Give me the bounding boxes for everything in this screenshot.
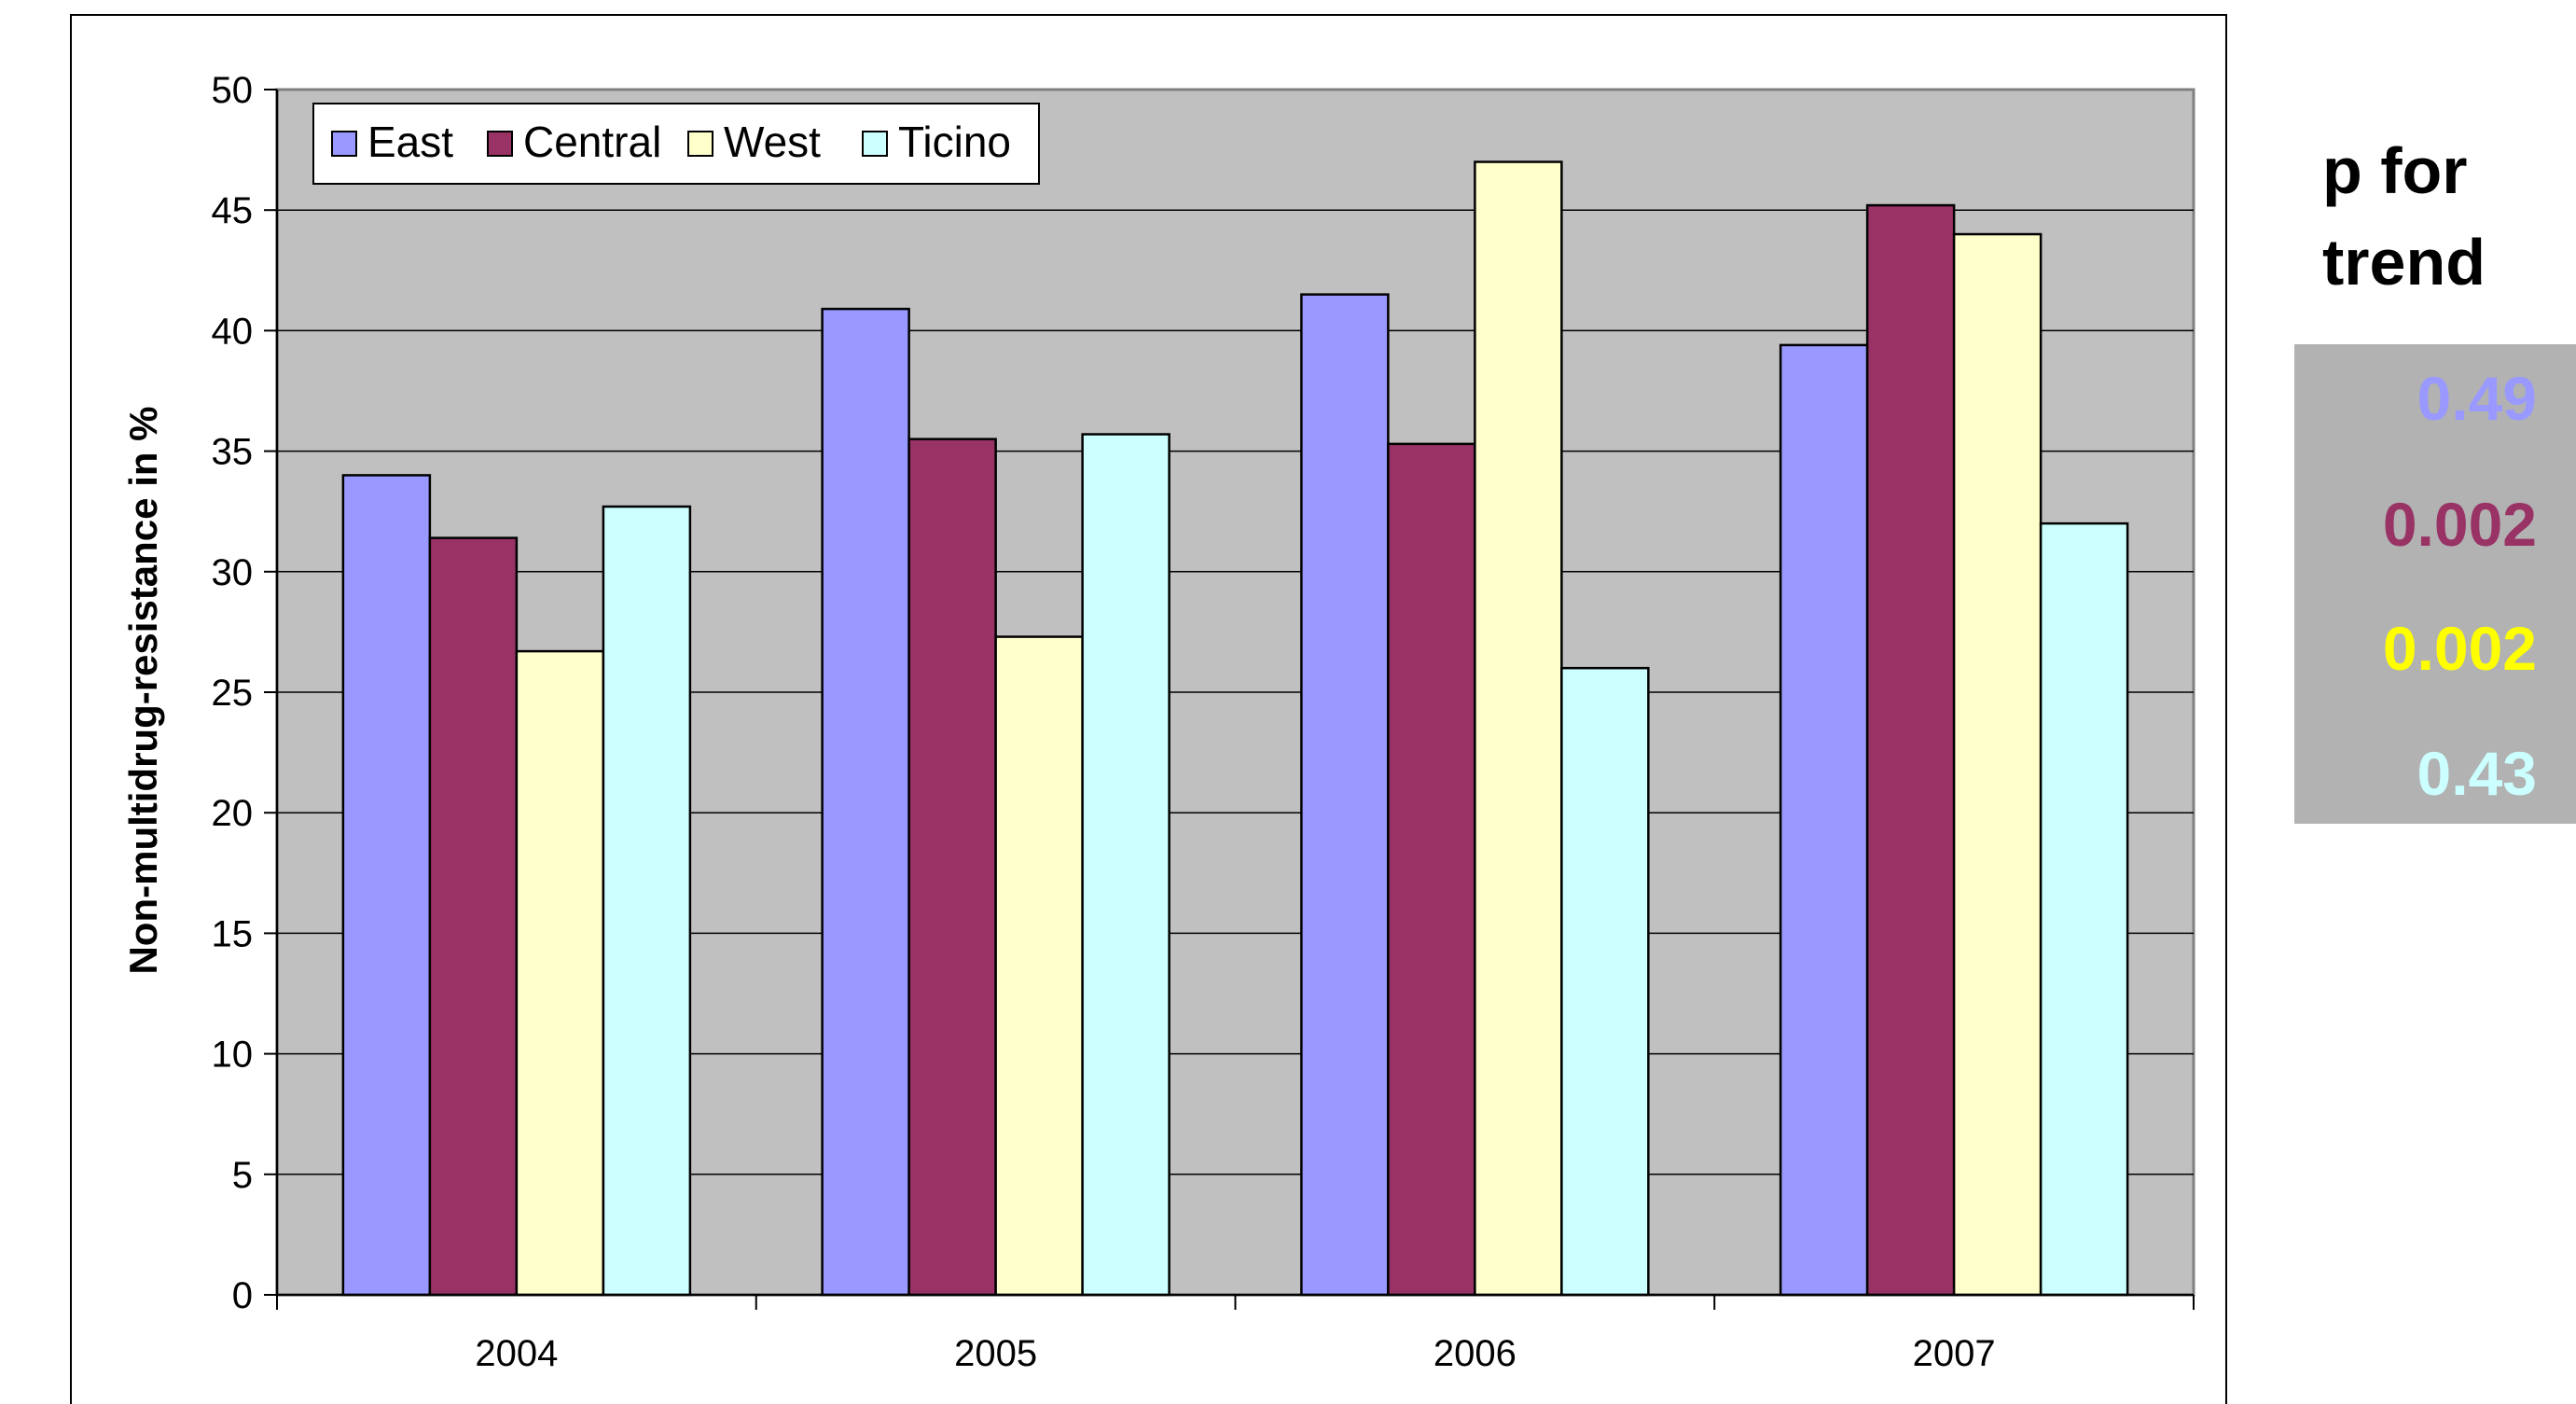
bar-east-2006 — [1300, 293, 1390, 1297]
bar-west-2006 — [1474, 160, 1563, 1297]
bar-west-2005 — [994, 635, 1084, 1297]
x-tick-label: 2007 — [1913, 1333, 1996, 1374]
trend-value-3: 0.002 — [2383, 614, 2537, 683]
x-tick-label: 2005 — [954, 1333, 1037, 1374]
legend-label-west: West — [724, 118, 821, 166]
legend-label-east: East — [367, 118, 453, 166]
axes: 0 5 10 15 20 25 30 35 40 45 50 2004 2005 2006 2007 — [212, 70, 2195, 1374]
legend-box — [312, 103, 1040, 185]
trend-title-line1: p for — [2322, 134, 2468, 207]
bars — [341, 160, 2129, 1297]
trend-panel: p for trend 0.49 0.002 0.002 0.43 — [2294, 134, 2576, 824]
bar-east-2004 — [341, 474, 432, 1297]
bar-ticino-2007 — [2039, 521, 2129, 1297]
bar-west-2007 — [1952, 232, 2043, 1297]
y-tick-label: 5 — [232, 1155, 253, 1196]
legend-swatch-central — [487, 131, 513, 157]
trend-value-4: 0.43 — [2417, 739, 2537, 808]
bar-ticino-2006 — [1560, 666, 1650, 1297]
y-tick-label: 35 — [212, 432, 254, 473]
bar-east-2005 — [821, 307, 910, 1297]
bar-east-2007 — [1779, 343, 1869, 1297]
y-tick-label: 45 — [212, 190, 254, 231]
legend-label-central: Central — [523, 118, 661, 166]
y-axis-label: Non-multidrug-resistance in % — [121, 406, 165, 974]
bar-west-2004 — [515, 649, 605, 1297]
bar-central-2007 — [1865, 203, 1956, 1297]
y-tick-label: 15 — [212, 913, 254, 954]
legend-swatch-west — [687, 131, 713, 157]
bar-ticino-2004 — [602, 505, 692, 1297]
y-tick-label: 40 — [212, 311, 254, 352]
trend-title-line2: trend — [2322, 226, 2486, 299]
trend-box — [2294, 344, 2576, 824]
trend-value-2: 0.002 — [2383, 490, 2537, 559]
x-tick-label: 2004 — [475, 1333, 558, 1374]
trend-value-1: 0.49 — [2417, 364, 2537, 433]
bar-central-2006 — [1387, 442, 1476, 1297]
bar-ticino-2005 — [1081, 433, 1170, 1297]
y-tick-label: 50 — [212, 70, 254, 111]
legend-swatch-ticino — [862, 131, 888, 157]
y-tick-label: 20 — [212, 793, 254, 834]
legend: East Central West Ticino — [312, 103, 1040, 185]
y-tick-label: 30 — [212, 552, 254, 593]
bar-central-2005 — [907, 438, 997, 1297]
y-tick-label: 0 — [232, 1275, 253, 1316]
bar-central-2004 — [428, 536, 519, 1297]
y-tick-label: 25 — [212, 673, 254, 714]
y-tick-label: 10 — [212, 1035, 254, 1076]
legend-label-ticino: Ticino — [898, 118, 1011, 166]
x-tick-label: 2006 — [1433, 1333, 1517, 1374]
legend-swatch-east — [331, 131, 357, 157]
